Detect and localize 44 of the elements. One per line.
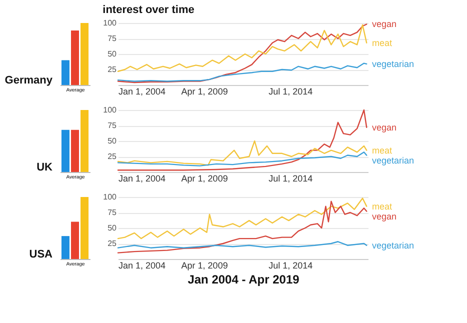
y-tick-label: 100 [103,192,118,202]
series-label: vegan [372,211,397,222]
x-tick-label: Apr 1, 2009 [181,86,228,96]
series-label: vegetarian [372,58,414,69]
y-axis-title: USA [29,248,53,260]
series-label: meat [372,38,393,48]
x-tick-label: Jul 1, 2014 [268,260,313,270]
y-tick-label: 50 [108,224,118,232]
series-label: vegetarian [372,155,414,166]
x-tick-label: Jan 1, 2004 [118,86,166,96]
line-series [117,200,368,254]
y-tick-label: 50 [108,136,118,146]
line-series [117,152,368,166]
line-series [117,24,368,84]
y-tick-label: 75 [108,34,118,43]
line-series [117,241,368,248]
y-tick-label: 75 [108,121,118,130]
x-tick-label: Jan 1, 2004 [118,260,166,270]
series-label: vegan [372,19,397,30]
line-series [117,109,368,171]
series-label: vegetarian [372,240,414,250]
x-tick-label: Jan 1, 2004 [118,174,166,184]
line-series [117,24,368,72]
series-label: meat [372,201,393,212]
x-tick-label: Jul 1, 2014 [268,86,313,96]
y-tick-label: 50 [108,50,118,58]
line-series [117,62,368,82]
series-label: meat [372,145,393,156]
y-axis-title: Germany [4,74,54,86]
y-tick-label: 25 [108,65,118,74]
x-tick-label: Apr 1, 2009 [181,260,228,270]
y-tick-label: 25 [108,239,118,248]
y-tick-label: 100 [103,18,118,28]
line-series [117,140,368,166]
series-label: vegan [372,122,397,132]
x-axis-title: Jan 2004 - Apr 2019 [188,272,300,286]
y-tick-label: 25 [108,152,118,161]
x-tick-label: Jul 1, 2014 [268,174,313,184]
line-series [117,198,368,240]
chart-title: interest over time [102,4,194,16]
y-tick-label: 75 [108,208,118,217]
y-tick-label: 100 [103,106,118,114]
y-axis-title: UK [36,162,53,174]
x-tick-label: Apr 1, 2009 [181,174,228,184]
